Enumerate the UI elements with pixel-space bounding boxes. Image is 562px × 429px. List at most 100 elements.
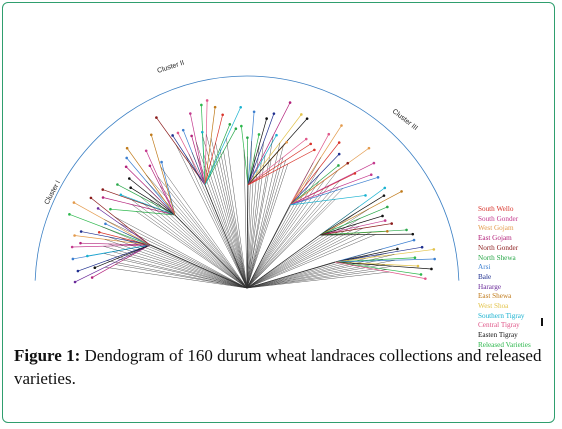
legend-item: South Wello bbox=[478, 205, 514, 213]
branch-line bbox=[119, 237, 248, 289]
leaf-node bbox=[125, 146, 129, 150]
leaf-node bbox=[228, 123, 232, 126]
leaf-node bbox=[68, 213, 71, 216]
leaf-node bbox=[190, 134, 193, 138]
branch-line bbox=[246, 179, 341, 289]
branch-line bbox=[246, 252, 388, 289]
leaf-node bbox=[205, 99, 209, 102]
leaf-node bbox=[76, 269, 80, 273]
branch-line bbox=[334, 248, 398, 263]
cluster-label-3: Cluster III bbox=[391, 108, 419, 132]
branch-line bbox=[246, 167, 320, 289]
branch-line bbox=[73, 202, 151, 246]
branch-line bbox=[148, 198, 248, 289]
branch-line bbox=[246, 269, 387, 289]
branch-line bbox=[77, 244, 151, 272]
branch-line bbox=[246, 142, 281, 289]
branch-line bbox=[166, 183, 248, 289]
branch-line bbox=[319, 220, 386, 236]
branch-line bbox=[247, 111, 255, 186]
figure-caption: Figure 1: Dendogram of 160 durum wheat l… bbox=[14, 344, 549, 390]
leaf-node bbox=[239, 105, 242, 109]
legend-item: North Shewa bbox=[478, 253, 516, 262]
branch-line bbox=[110, 208, 176, 216]
leaf-node bbox=[367, 146, 371, 150]
leaf-node bbox=[160, 160, 163, 164]
leaf-node bbox=[412, 238, 416, 242]
branch-line bbox=[319, 206, 388, 236]
branch-line bbox=[289, 153, 340, 206]
branch-line bbox=[136, 211, 248, 289]
branch-line bbox=[247, 118, 308, 186]
branch-line bbox=[201, 104, 206, 186]
leaf-node bbox=[275, 133, 278, 137]
branch-line bbox=[246, 157, 322, 289]
figure-frame bbox=[2, 2, 555, 423]
legend-marker bbox=[541, 318, 543, 326]
cluster-arcs bbox=[34, 75, 460, 281]
branch-line bbox=[246, 232, 361, 289]
branch-line bbox=[126, 157, 176, 216]
leaf-node bbox=[240, 124, 243, 128]
leaf-node bbox=[400, 190, 403, 193]
branch-line bbox=[188, 153, 248, 289]
branch-line bbox=[142, 202, 248, 289]
leaf-node bbox=[420, 245, 424, 249]
leaf-node bbox=[201, 130, 204, 134]
branch-line bbox=[247, 138, 307, 186]
leaf-node bbox=[79, 241, 82, 245]
branch-line bbox=[246, 154, 255, 289]
branch-line bbox=[191, 151, 248, 289]
branch-line bbox=[129, 178, 176, 216]
leaf-node bbox=[386, 205, 389, 209]
leaf-node bbox=[376, 176, 380, 179]
branch-line bbox=[246, 159, 272, 289]
leaf-node bbox=[257, 133, 261, 136]
leaf-node bbox=[79, 230, 83, 233]
leaf-node bbox=[300, 113, 303, 116]
leaf-labels bbox=[68, 99, 436, 284]
branch-line bbox=[289, 195, 366, 206]
branch-line bbox=[246, 160, 286, 289]
leaf-node bbox=[272, 112, 276, 115]
branch-line bbox=[189, 113, 206, 186]
branch-line bbox=[246, 188, 343, 289]
branch-line bbox=[247, 149, 315, 186]
branch-line bbox=[204, 124, 231, 186]
branch-line bbox=[246, 142, 264, 289]
leaf-node bbox=[86, 254, 89, 258]
branch-line bbox=[99, 231, 151, 246]
branch-line bbox=[246, 186, 339, 289]
branch-line bbox=[204, 107, 242, 186]
branch-line bbox=[90, 197, 151, 246]
leaf-node bbox=[327, 132, 331, 136]
branch-line bbox=[191, 135, 206, 186]
branch-line bbox=[246, 145, 284, 289]
leaf-node bbox=[101, 188, 105, 191]
leaf-node bbox=[125, 156, 129, 160]
branch-line bbox=[246, 248, 383, 289]
branch-line bbox=[246, 271, 390, 289]
branch-line bbox=[319, 233, 413, 236]
branch-line bbox=[246, 253, 373, 289]
leaf-node bbox=[200, 103, 203, 107]
branch-line bbox=[115, 264, 248, 289]
leaf-node bbox=[383, 186, 387, 190]
cluster-label-2: Cluster II bbox=[156, 60, 185, 75]
branch-line bbox=[319, 191, 402, 236]
branch-line bbox=[206, 134, 248, 289]
legend-item: East Gojam bbox=[478, 234, 512, 243]
branch-line bbox=[246, 218, 361, 289]
leaf-node bbox=[313, 148, 316, 152]
leaf-node bbox=[90, 276, 94, 279]
branch-line bbox=[334, 261, 432, 270]
branch-line bbox=[147, 192, 248, 289]
leaf-node bbox=[129, 186, 132, 190]
branch-line bbox=[72, 244, 151, 248]
leaf-node bbox=[71, 257, 75, 261]
leaf-node bbox=[340, 124, 343, 127]
branch-line bbox=[334, 249, 434, 263]
branch-line bbox=[226, 138, 248, 289]
branch-line bbox=[319, 195, 385, 236]
dendrogram-branches bbox=[69, 100, 435, 289]
